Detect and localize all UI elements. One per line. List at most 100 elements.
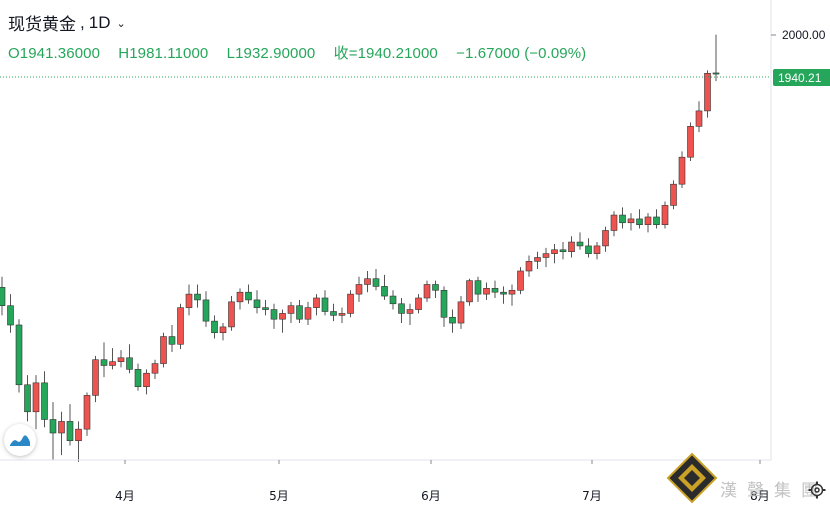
candle-body[interactable]	[712, 72, 720, 75]
candle-body[interactable]	[593, 245, 601, 254]
candle-body[interactable]	[160, 336, 167, 364]
candle-body[interactable]	[126, 357, 133, 370]
candle-body[interactable]	[228, 301, 235, 328]
candle-body[interactable]	[202, 299, 210, 322]
candle-body[interactable]	[7, 305, 14, 326]
candle-body[interactable]	[389, 295, 397, 305]
candle-body[interactable]	[262, 307, 269, 310]
candle-body[interactable]	[279, 313, 286, 320]
candle-body[interactable]	[449, 316, 456, 324]
candle-body[interactable]	[211, 320, 218, 334]
candle-body[interactable]	[134, 369, 142, 388]
change-value: −1.67000 (−0.09%)	[456, 45, 587, 62]
candle-body[interactable]	[661, 205, 669, 225]
candle-body[interactable]	[194, 293, 201, 301]
candle-body[interactable]	[491, 288, 499, 293]
candle-body[interactable]	[653, 216, 660, 225]
candle-body[interactable]	[610, 214, 618, 231]
candle-body[interactable]	[474, 280, 482, 295]
candle-body[interactable]	[534, 257, 541, 262]
x-tick-label-may: 5月	[269, 489, 289, 503]
chart-wave-icon[interactable]	[4, 424, 36, 456]
gear-icon[interactable]	[808, 481, 826, 499]
candle-body[interactable]	[32, 382, 40, 413]
candle-body[interactable]	[670, 183, 677, 206]
candle-body[interactable]	[100, 359, 108, 366]
candle-body[interactable]	[219, 326, 227, 334]
candle-body[interactable]	[381, 286, 388, 297]
candle-body[interactable]	[695, 110, 703, 127]
candle-body[interactable]	[576, 241, 584, 247]
candle-body[interactable]	[168, 336, 176, 345]
time-axis[interactable]: 4月 5月 6月 7月 8月	[115, 460, 770, 503]
candle-body[interactable]	[355, 284, 363, 295]
interval-label[interactable]: 1D	[88, 12, 111, 32]
candle-body[interactable]	[296, 305, 303, 320]
candle-body[interactable]	[83, 395, 91, 430]
candle-body[interactable]	[500, 291, 507, 295]
symbol-title[interactable]: 现货黄金, 1D ⌄	[8, 10, 600, 35]
candle-body[interactable]	[398, 303, 405, 314]
candle-body[interactable]	[177, 307, 184, 345]
candle-body[interactable]	[92, 359, 99, 396]
chevron-down-icon[interactable]: ⌄	[116, 18, 126, 30]
candle-body[interactable]	[313, 297, 320, 308]
candle-body[interactable]	[602, 230, 609, 247]
candle-body[interactable]	[559, 249, 567, 252]
diamond-logo-icon	[666, 452, 718, 504]
candle-body[interactable]	[338, 313, 346, 316]
candle-body[interactable]	[457, 301, 465, 324]
candle-body[interactable]	[245, 291, 252, 301]
candle-body[interactable]	[687, 126, 694, 158]
candle-body[interactable]	[542, 253, 550, 258]
candle-body[interactable]	[372, 278, 380, 287]
candle-body[interactable]	[517, 270, 524, 291]
candle-body[interactable]	[15, 324, 23, 386]
candle-body[interactable]	[0, 287, 6, 307]
candle-body[interactable]	[406, 309, 414, 314]
candle-body[interactable]	[619, 214, 626, 224]
candle-body[interactable]	[287, 305, 295, 314]
candle-body[interactable]	[704, 72, 711, 112]
candle-body[interactable]	[66, 421, 74, 442]
candle-body[interactable]	[109, 361, 116, 366]
candle-body[interactable]	[24, 384, 31, 413]
low-value: L1932.90000	[226, 45, 316, 62]
candle-body[interactable]	[627, 218, 635, 224]
candle-body[interactable]	[321, 297, 329, 312]
y-tick-label: 2000.00	[782, 28, 826, 42]
candle-body[interactable]	[49, 419, 57, 434]
candle-body[interactable]	[236, 291, 244, 303]
candle-body[interactable]	[41, 382, 48, 420]
candle-body[interactable]	[185, 293, 193, 308]
candle-body[interactable]	[304, 307, 312, 320]
candle-body[interactable]	[568, 241, 575, 252]
candle-body[interactable]	[143, 372, 150, 388]
candle-body[interactable]	[483, 288, 490, 295]
price-axis[interactable]: 2000.00 1940.21	[771, 28, 830, 86]
candle-body[interactable]	[644, 216, 652, 225]
candle-body[interactable]	[432, 284, 439, 291]
candle-body[interactable]	[347, 293, 354, 314]
candle-body[interactable]	[415, 297, 422, 310]
candle-body[interactable]	[508, 289, 516, 295]
candle-body[interactable]	[58, 421, 65, 434]
candle-body[interactable]	[551, 249, 558, 254]
last-price-badge	[773, 69, 830, 86]
candle-body[interactable]	[117, 357, 125, 362]
candle-body[interactable]	[440, 289, 448, 318]
candle-body[interactable]	[423, 284, 431, 299]
candle-body[interactable]	[75, 428, 82, 442]
candle-body[interactable]	[525, 261, 533, 272]
candle-body[interactable]	[253, 299, 261, 308]
candle-body[interactable]	[364, 278, 371, 285]
candle-body[interactable]	[678, 156, 686, 185]
last-price-label: 1940.21	[778, 71, 822, 85]
candle-body[interactable]	[585, 245, 592, 254]
candle-body[interactable]	[636, 218, 643, 225]
candle-body[interactable]	[151, 363, 159, 374]
candle-body[interactable]	[330, 311, 337, 316]
candle-body[interactable]	[466, 280, 473, 303]
candle-body[interactable]	[270, 309, 278, 320]
